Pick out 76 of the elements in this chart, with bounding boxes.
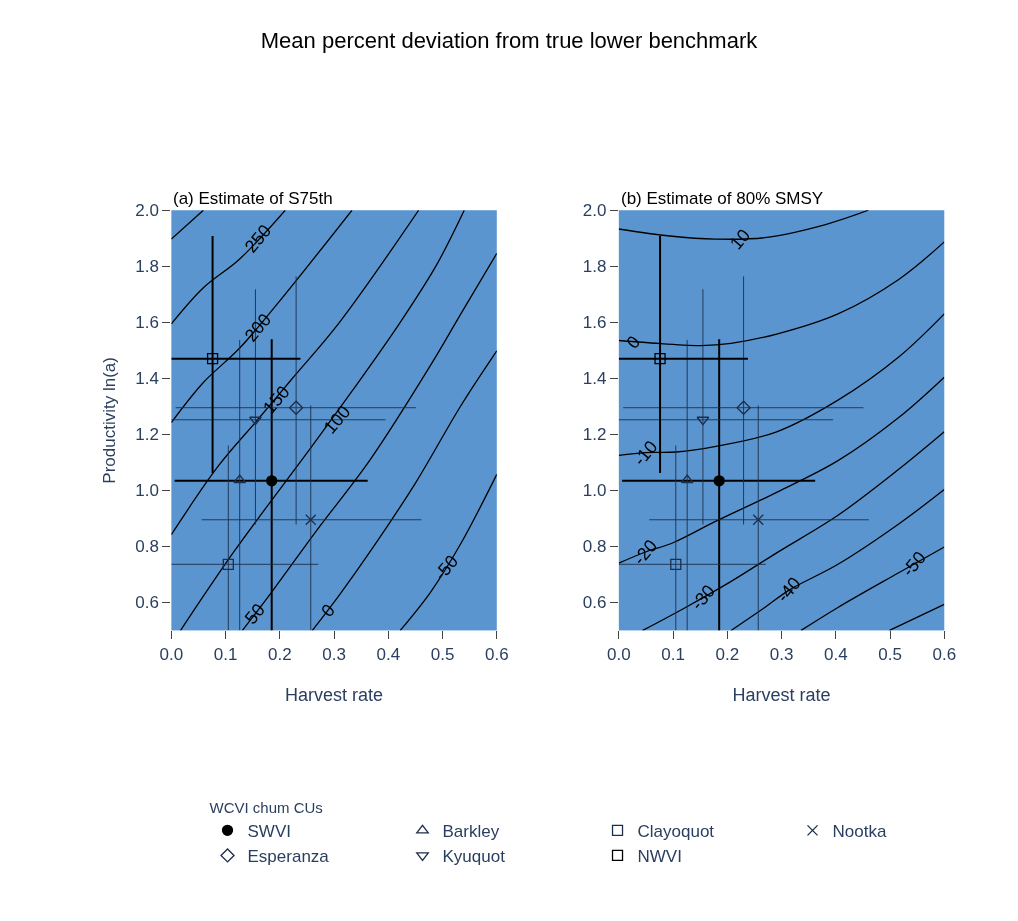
x-tick-label: 0.3	[769, 644, 794, 664]
point	[305, 514, 317, 526]
y-tick-label: 1.4	[582, 369, 607, 389]
x-tick-label: 0.6	[932, 644, 957, 664]
point	[736, 400, 751, 415]
y-tick-label: 1.2	[135, 425, 159, 445]
annotation: 250	[240, 220, 276, 257]
point	[266, 475, 278, 487]
point	[752, 514, 764, 526]
y-tick-label: 0.6	[582, 593, 607, 613]
legend-label: Clayoquot	[637, 821, 715, 841]
annotation: -40	[772, 573, 805, 607]
y-tick-label: 1.8	[582, 257, 607, 277]
x-tick-label: 0.3	[322, 644, 346, 664]
point	[696, 416, 710, 426]
x-tick-label: 0.1	[213, 644, 238, 664]
legend-label: NWVI	[637, 847, 682, 867]
annotation: 200	[240, 309, 276, 346]
x-tick-label: 0.2	[268, 644, 292, 664]
y-tick-label: 1.2	[582, 425, 607, 445]
y-tick-label: 2.0	[135, 201, 159, 221]
y-tick-label: 1.0	[135, 481, 159, 501]
y-tick-label: 0.6	[135, 593, 159, 613]
point	[654, 353, 666, 365]
point	[713, 475, 725, 487]
point	[670, 558, 682, 570]
chart-title: Mean percent deviation from true lower benchmark	[260, 27, 759, 53]
x-tick-label: 0.1	[661, 644, 685, 664]
x-axis-title: Harvest rate	[732, 684, 831, 705]
y-tick-label: 0.8	[135, 537, 159, 557]
annotation: 0	[317, 600, 340, 621]
legend-label: Esperanza	[247, 847, 330, 867]
point	[233, 474, 247, 484]
y-tick-label: 1.6	[135, 313, 159, 333]
legend-label: SWVI	[247, 821, 291, 841]
point	[288, 400, 304, 415]
annotation: -30	[687, 580, 720, 614]
annotation: -50	[897, 547, 930, 581]
point	[222, 558, 234, 570]
y-tick-label: 1.4	[135, 369, 159, 389]
legend-label: Kyuquot	[442, 847, 506, 867]
x-tick-label: 0.5	[430, 644, 455, 664]
line-series	[179, 210, 465, 631]
line-series	[730, 488, 945, 631]
legend-label: Nootka	[832, 821, 887, 841]
point	[680, 474, 694, 484]
x-tick-label: 0.4	[376, 644, 401, 664]
y-tick-label: 1.8	[135, 257, 159, 277]
x-tick-label: 0.2	[715, 644, 740, 664]
annotation: -10	[629, 436, 662, 470]
legend-title: WCVI chum CUs	[209, 798, 323, 816]
line-series	[399, 473, 497, 631]
y-tick-label: 1.6	[582, 313, 607, 333]
chart-subtitle: (a) Estimate of S75th	[173, 189, 333, 208]
point	[249, 416, 262, 426]
annotation: 0	[622, 331, 645, 353]
annotation: -50	[430, 551, 463, 585]
line-series	[800, 546, 945, 631]
x-tick-label: 0.4	[823, 644, 848, 664]
y-axis-title: Productivity ln(a)	[99, 357, 119, 484]
x-axis-title: Harvest rate	[285, 684, 384, 705]
x-tick-label: 0.0	[159, 644, 184, 664]
x-tick-label: 0.0	[607, 644, 631, 664]
annotation: 10	[725, 225, 755, 254]
legend-label: Barkley	[442, 821, 500, 841]
line-series	[311, 350, 497, 631]
y-tick-label: 1.0	[582, 481, 607, 501]
y-tick-label: 0.8	[582, 537, 607, 557]
annotation: 50	[240, 599, 269, 629]
point	[206, 353, 219, 365]
x-tick-label: 0.6	[484, 644, 509, 664]
annotation: 100	[319, 401, 355, 438]
x-tick-label: 0.5	[878, 644, 902, 664]
annotation: -20	[629, 535, 662, 569]
y-tick-label: 2.0	[582, 201, 607, 221]
chart-subtitle: (b) Estimate of 80% SMSY	[621, 189, 824, 208]
